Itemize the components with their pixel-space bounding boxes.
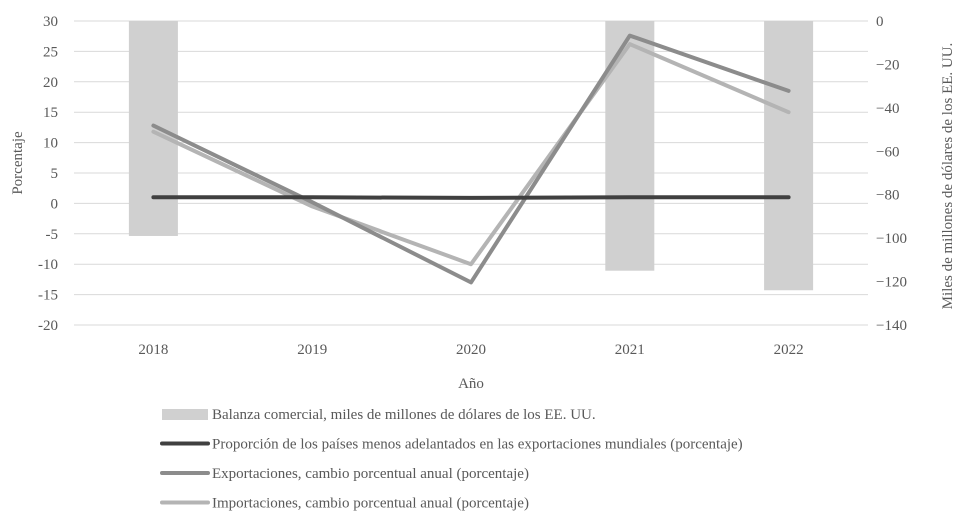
left-tick-label: 20 [43, 75, 58, 91]
left-axis-ticks: 30 25 20 15 10 5 0 -5 -10 -15 -20 [38, 14, 58, 334]
legend-label: Proporción de los países menos adelantad… [212, 437, 743, 453]
x-tick-label: 2018 [138, 342, 168, 358]
legend: Balanza comercial, miles de millones de … [160, 407, 743, 512]
y-axis-title-left: Porcentaje [10, 131, 26, 195]
bar-series-trade-balance [128, 21, 814, 291]
right-tick-label: −60 [876, 144, 899, 160]
right-tick-label: −20 [876, 57, 899, 73]
right-axis-ticks: 0 −20 −40 −60 −80 −100 −120 −140 [876, 14, 907, 334]
right-tick-label: 0 [876, 14, 884, 30]
left-tick-label: -10 [38, 257, 58, 273]
line-series-2 [151, 42, 791, 267]
right-tick-label: −40 [876, 101, 899, 117]
right-tick-label: −140 [876, 318, 907, 334]
bar [128, 21, 178, 236]
line-series-0 [151, 195, 791, 200]
left-tick-label: 30 [43, 14, 58, 30]
legend-label: Importaciones, cambio porcentual anual (… [212, 496, 529, 512]
left-tick-label: 0 [51, 196, 59, 212]
legend-label: Balanza comercial, miles de millones de … [212, 407, 596, 423]
legend-label: Exportaciones, cambio porcentual anual (… [212, 466, 529, 482]
right-tick-label: −80 [876, 188, 899, 204]
bar [605, 21, 655, 271]
left-tick-label: -15 [38, 288, 58, 304]
left-tick-label: -5 [46, 227, 59, 243]
left-tick-label: 25 [43, 44, 58, 60]
right-tick-label: −100 [876, 231, 907, 247]
bar [764, 21, 814, 291]
line-series-group [151, 33, 791, 285]
left-tick-label: -20 [38, 318, 58, 334]
left-tick-label: 5 [51, 166, 59, 182]
left-tick-label: 10 [43, 136, 58, 152]
x-axis-ticks: 2018 2019 2020 2021 2022 [138, 342, 803, 358]
x-tick-label: 2022 [774, 342, 804, 358]
line-series-1 [151, 33, 791, 285]
legend-swatch-bar [162, 409, 208, 420]
right-tick-label: −120 [876, 275, 907, 291]
left-tick-label: 15 [43, 105, 58, 121]
x-tick-label: 2020 [456, 342, 486, 358]
y-axis-title-right: Miles de millones de dólares de los EE. … [940, 43, 956, 310]
x-axis-title: Año [458, 376, 484, 392]
x-tick-label: 2019 [297, 342, 327, 358]
x-tick-label: 2021 [615, 342, 645, 358]
